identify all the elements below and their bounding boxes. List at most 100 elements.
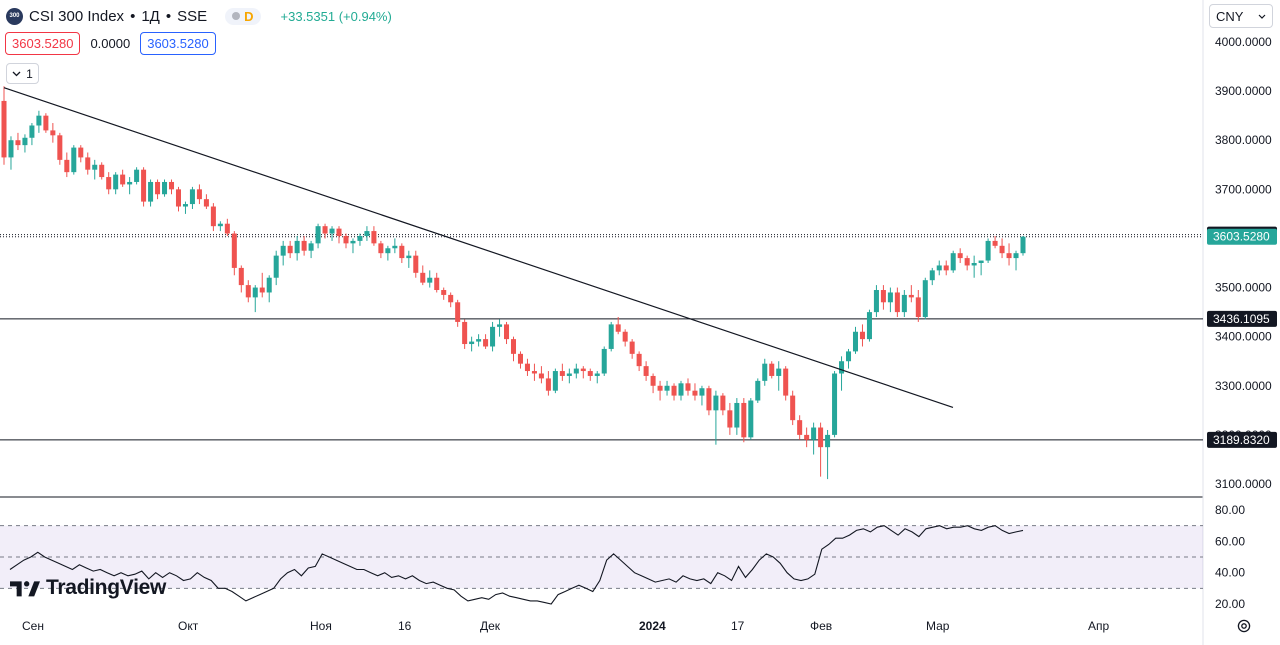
candle-body	[797, 420, 803, 435]
candle-body	[922, 280, 928, 318]
candle-body	[315, 226, 321, 244]
delayed-badge: D	[244, 8, 254, 24]
candle-body	[727, 410, 733, 428]
price-tick-label: 3700.0000	[1215, 182, 1272, 196]
candle-body	[894, 292, 900, 313]
time-axis-label: Окт	[178, 619, 199, 633]
candle-body	[873, 290, 879, 313]
candle-body	[127, 181, 133, 185]
time-axis-label: Дек	[480, 619, 501, 633]
candle-body	[545, 378, 551, 391]
candle-body	[887, 292, 893, 303]
candle-body	[343, 235, 349, 244]
candle-body	[168, 181, 175, 190]
candle-body	[448, 294, 454, 303]
candle-body	[978, 260, 984, 263]
time-axis-label: Мар	[926, 619, 950, 633]
indicator-count: 1	[26, 66, 33, 81]
candle-body	[608, 324, 614, 349]
candle-body	[1013, 253, 1019, 259]
candle-body	[524, 363, 530, 372]
candle-body	[832, 373, 838, 435]
tradingview-logo[interactable]: TradingView	[10, 576, 166, 600]
symbol-name[interactable]: CSI 300 Index	[29, 7, 125, 25]
candle-body	[50, 130, 56, 136]
candle-body	[908, 294, 914, 298]
buy-price[interactable]: 3603.5280	[140, 32, 216, 55]
exchange-label[interactable]: SSE	[177, 7, 208, 25]
time-axis-label: 16	[398, 619, 412, 633]
candle-body	[399, 245, 405, 259]
candle-body	[629, 341, 635, 354]
sell-price[interactable]: 3603.5280	[5, 32, 81, 55]
candle-body	[643, 366, 649, 376]
candle-body	[141, 169, 147, 202]
currency-selector[interactable]: CNY	[1209, 4, 1273, 28]
candle-body	[413, 255, 419, 273]
candle-body	[664, 385, 670, 391]
tradingview-mark-icon	[10, 581, 40, 597]
candle-body	[950, 253, 956, 271]
candle-body	[182, 204, 188, 207]
candle-body	[99, 164, 105, 178]
time-axis-label: Сен	[22, 619, 44, 633]
time-axis-label: 2024	[639, 619, 666, 633]
candle-body	[490, 326, 496, 347]
data-status-pill[interactable]: D	[225, 7, 261, 25]
candle-body	[434, 277, 440, 291]
candle-body	[650, 375, 656, 386]
candle-body	[378, 243, 384, 254]
candle-body	[699, 388, 705, 396]
price-label-box	[1207, 228, 1277, 245]
candle-body	[1006, 253, 1012, 259]
candle-body	[992, 240, 998, 246]
candle-body	[78, 147, 84, 158]
interval-label[interactable]: 1Д	[141, 7, 160, 25]
candle-body	[148, 181, 154, 202]
candle-body	[371, 231, 377, 244]
candle-body	[273, 255, 279, 278]
candle-body	[217, 223, 223, 227]
candle-body	[755, 380, 761, 401]
candle-body	[497, 324, 503, 327]
candle-body	[113, 174, 119, 190]
candle-body	[769, 363, 775, 376]
candle-body	[790, 395, 796, 421]
rsi-tick-label: 40.00	[1215, 566, 1245, 580]
candle-body	[71, 147, 77, 173]
settings-gear-icon[interactable]	[1236, 618, 1252, 634]
candle-body	[266, 277, 272, 293]
candle-body	[720, 395, 726, 411]
candle-body	[636, 353, 642, 367]
candle-body	[929, 270, 935, 281]
candle-body	[210, 206, 216, 227]
candle-body	[120, 174, 126, 185]
candle-body	[1020, 236, 1026, 254]
spread-value: 0.0000	[90, 36, 131, 51]
candle-body	[322, 226, 328, 234]
candle-body	[573, 368, 579, 374]
candle-body	[559, 371, 565, 376]
candle-body	[406, 255, 412, 259]
time-axis-label: 17	[731, 619, 745, 633]
candle-body	[294, 240, 300, 254]
candle-body	[859, 331, 865, 340]
indicators-toggle[interactable]: 1	[6, 63, 39, 84]
candle-body	[462, 321, 468, 345]
candle-body	[196, 189, 202, 200]
symbol-logo-icon: 300	[6, 7, 23, 25]
candle-body	[671, 385, 677, 396]
candle-body	[985, 240, 991, 261]
candle-body	[587, 371, 593, 376]
candle-body	[329, 228, 335, 234]
candle-body	[36, 115, 42, 126]
title-separator-2: •	[165, 7, 172, 25]
candle-body	[189, 189, 195, 205]
candle-body	[517, 353, 523, 364]
candle-body	[943, 265, 949, 271]
candle-body	[420, 272, 426, 283]
price-tick-label: 3500.0000	[1215, 281, 1272, 295]
candle-body	[566, 373, 572, 376]
currency-label: CNY	[1216, 8, 1244, 24]
